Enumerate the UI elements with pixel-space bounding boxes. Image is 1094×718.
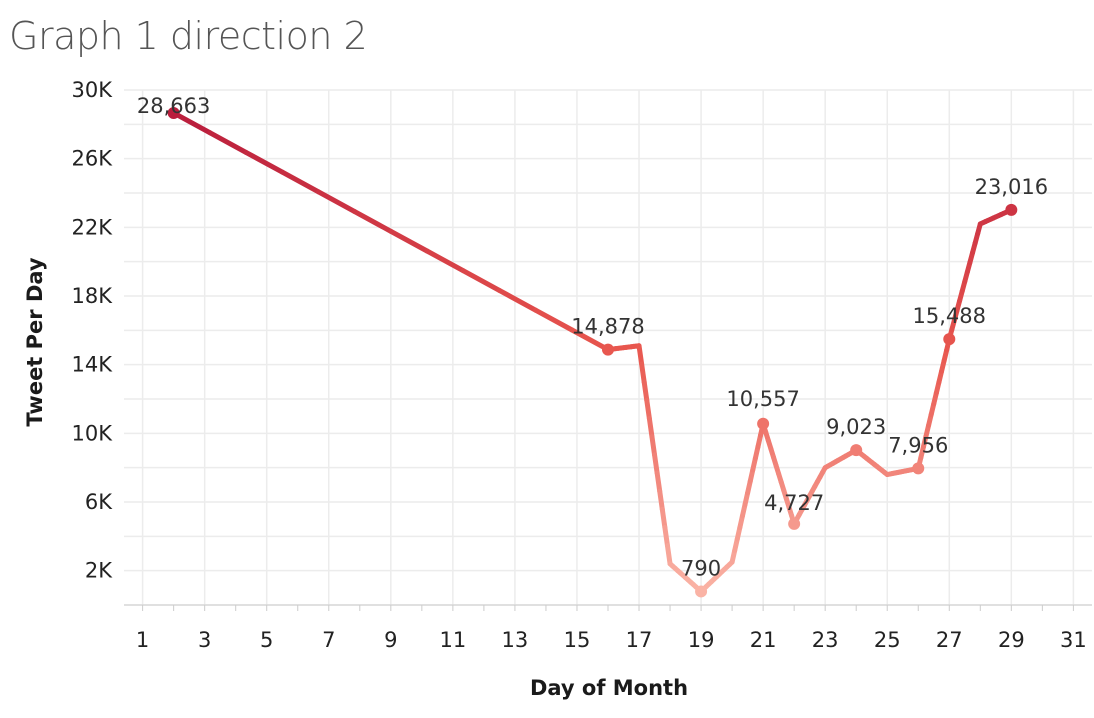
data-point <box>757 417 770 430</box>
x-tick-label: 19 <box>688 628 715 652</box>
y-tick-label: 22K <box>72 215 114 239</box>
y-tick-label: 14K <box>72 353 114 377</box>
data-label: 9,023 <box>826 415 886 439</box>
series-line-segment <box>649 434 658 458</box>
x-tick-label: 15 <box>564 628 591 652</box>
data-point <box>788 517 801 530</box>
data-points <box>167 106 1018 598</box>
series-line-segment <box>654 470 663 494</box>
series-line-segment <box>639 361 647 385</box>
y-tick-label: 30K <box>72 78 114 102</box>
x-axis-ticks: 1 3 5 7 9 11 13 15 17 19 21 23 25 27 29 31 <box>136 628 1087 652</box>
y-tick-label: 6K <box>85 490 113 514</box>
series-line-segment <box>243 149 285 175</box>
y-tick-label: 26K <box>72 147 114 171</box>
y-axis-title: Tweet Per Day <box>23 257 47 427</box>
data-label: 14,878 <box>571 315 644 339</box>
data-point <box>695 585 708 598</box>
data-label: 790 <box>681 556 721 580</box>
data-label: 23,016 <box>975 175 1048 199</box>
x-tick-label: 3 <box>198 628 211 652</box>
x-tick-label: 25 <box>874 628 901 652</box>
series-line-segment <box>569 327 611 353</box>
data-point <box>850 444 863 457</box>
y-tick-label: 10K <box>72 421 114 445</box>
y-tick-label: 18K <box>72 284 114 308</box>
x-tick-label: 27 <box>936 628 963 652</box>
series-line-segment <box>664 543 673 567</box>
gridlines <box>124 89 1092 611</box>
y-axis-ticks: 2K 6K 10K 14K 18K 22K 26K 30K <box>72 78 114 583</box>
x-tick-label: 29 <box>998 628 1025 652</box>
data-point <box>602 343 614 356</box>
data-label: 15,488 <box>913 304 986 328</box>
series-line <box>171 110 1014 594</box>
series-line-segment <box>652 452 660 476</box>
series-line-segment <box>207 130 249 155</box>
data-label: 10,557 <box>726 387 799 411</box>
x-tick-label: 21 <box>750 628 777 652</box>
data-label: 4,727 <box>764 491 824 515</box>
x-axis-title: Day of Month <box>530 676 688 700</box>
x-tick-label: 1 <box>136 628 149 652</box>
x-tick-label: 13 <box>502 628 529 652</box>
series-line-segment <box>644 397 652 421</box>
series-line-segment <box>279 169 321 195</box>
data-point <box>167 106 180 119</box>
data-point <box>1005 203 1018 216</box>
x-tick-label: 5 <box>260 628 273 652</box>
x-tick-label: 17 <box>626 628 653 652</box>
data-point <box>912 462 925 475</box>
series-line-segment <box>388 228 430 254</box>
series-line-segment <box>352 209 394 234</box>
x-tick-label: 9 <box>384 628 397 652</box>
chart-title: Graph 1 direction 2 <box>9 14 368 58</box>
y-tick-label: 2K <box>85 559 113 583</box>
series-line-segment <box>171 110 213 136</box>
series-line-segment <box>636 343 645 367</box>
data-point <box>943 333 956 346</box>
series-line-segment <box>496 287 539 313</box>
x-tick-label: 31 <box>1060 628 1087 652</box>
series-line-segment <box>659 506 668 530</box>
data-label: 7,956 <box>888 433 948 457</box>
series-line-segment <box>315 189 358 215</box>
series-line-segment <box>641 379 650 403</box>
series-line-segment <box>424 248 466 274</box>
series-line-segment <box>533 307 575 333</box>
series-line-segment <box>460 268 502 293</box>
x-tick-label: 7 <box>322 628 335 652</box>
x-tick-label: 23 <box>812 628 839 652</box>
x-tick-label: 11 <box>440 628 467 652</box>
series-line-segment <box>662 524 670 549</box>
data-label: 28,663 <box>137 94 210 118</box>
series-line-segment <box>646 415 655 440</box>
series-line-segment <box>657 488 665 512</box>
